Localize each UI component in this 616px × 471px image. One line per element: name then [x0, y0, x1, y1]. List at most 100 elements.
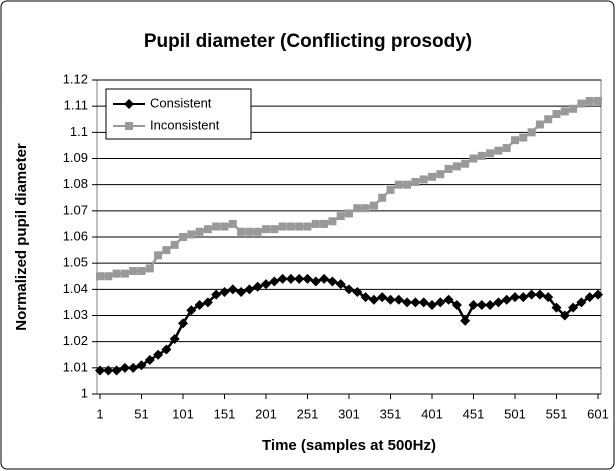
data-point — [170, 240, 179, 249]
data-point — [385, 294, 396, 305]
data-point — [369, 201, 378, 210]
x-tick-label: 51 — [134, 406, 148, 421]
data-point — [534, 289, 545, 300]
data-point — [162, 246, 171, 255]
data-point — [103, 365, 114, 376]
data-point — [402, 297, 413, 308]
data-point — [261, 279, 271, 290]
y-tick-label: 1.1 — [70, 124, 88, 139]
data-point — [576, 297, 587, 308]
data-point — [559, 310, 570, 321]
data-point — [527, 128, 536, 137]
x-tick-label: 401 — [421, 406, 443, 421]
data-point — [319, 273, 330, 284]
data-point — [137, 267, 146, 276]
data-point — [285, 273, 296, 284]
data-point — [95, 365, 105, 376]
data-point — [104, 272, 113, 281]
data-point — [568, 302, 579, 313]
data-point — [451, 300, 462, 311]
data-point — [244, 284, 255, 295]
data-point — [153, 349, 164, 360]
data-point — [377, 292, 388, 303]
data-point — [518, 292, 529, 303]
data-point — [526, 289, 537, 300]
data-point — [344, 284, 354, 295]
data-point — [320, 219, 329, 228]
y-tick-label: 1.11 — [64, 98, 88, 113]
data-point — [278, 222, 287, 231]
data-point — [120, 269, 129, 278]
data-point — [311, 219, 320, 228]
data-point — [112, 269, 121, 278]
data-point — [511, 136, 519, 145]
data-point — [510, 292, 520, 303]
data-point — [154, 251, 163, 260]
x-tick-label: 351 — [380, 406, 402, 421]
y-tick-label: 1.03 — [63, 307, 88, 322]
x-tick-label: 501 — [504, 406, 526, 421]
data-point — [178, 318, 188, 329]
data-point — [476, 300, 487, 311]
data-point — [427, 300, 437, 311]
data-point — [237, 227, 246, 236]
data-point — [202, 297, 213, 308]
data-point — [96, 272, 104, 281]
x-tick-label: 201 — [255, 406, 277, 421]
x-tick-label: 301 — [338, 406, 360, 421]
data-point — [436, 170, 445, 179]
x-tick-label: 551 — [546, 406, 568, 421]
data-point — [161, 344, 172, 355]
data-point — [353, 204, 362, 213]
data-point — [169, 334, 180, 345]
data-point — [477, 151, 486, 160]
data-point — [111, 365, 122, 376]
y-tick-label: 1.05 — [63, 255, 88, 270]
legend-label: Consistent — [150, 95, 212, 110]
data-point — [194, 300, 205, 311]
data-point — [187, 230, 196, 239]
chart-title: Pupil diameter (Conflicting prosody) — [144, 31, 472, 52]
x-axis-label: Time (samples at 500Hz) — [262, 437, 436, 454]
data-point — [552, 110, 561, 119]
data-point — [270, 225, 279, 234]
data-point — [236, 286, 247, 297]
legend-box — [105, 88, 252, 140]
data-point — [361, 204, 370, 213]
data-point — [394, 180, 403, 189]
data-point — [136, 360, 147, 371]
data-point — [452, 162, 461, 171]
y-tick-label: 1 — [81, 385, 88, 400]
data-point — [145, 264, 154, 273]
data-point — [501, 294, 512, 305]
data-point — [262, 225, 270, 234]
data-point — [468, 300, 479, 311]
data-point — [418, 297, 429, 308]
data-point — [228, 219, 237, 228]
data-point — [419, 175, 428, 184]
data-point — [428, 172, 436, 181]
data-point — [286, 222, 295, 231]
data-point — [295, 222, 304, 231]
data-point — [543, 292, 554, 303]
x-tick-label: 151 — [214, 406, 236, 421]
data-point — [269, 276, 280, 287]
data-point — [485, 300, 496, 311]
y-axis-label: Normalized pupil diameter — [13, 143, 30, 331]
data-point — [502, 144, 511, 153]
y-tick-label: 1.12 — [63, 71, 88, 86]
data-point — [577, 99, 586, 108]
x-tick-label: 1 — [96, 406, 103, 421]
data-point — [535, 120, 544, 129]
data-point — [460, 315, 471, 326]
data-point — [461, 159, 470, 168]
data-point — [486, 149, 495, 158]
data-point — [444, 164, 453, 173]
x-tick-label: 101 — [172, 406, 194, 421]
data-point — [219, 286, 230, 297]
legend-marker — [124, 99, 134, 109]
data-point — [212, 222, 221, 231]
data-point — [584, 292, 595, 303]
data-point — [252, 281, 263, 292]
